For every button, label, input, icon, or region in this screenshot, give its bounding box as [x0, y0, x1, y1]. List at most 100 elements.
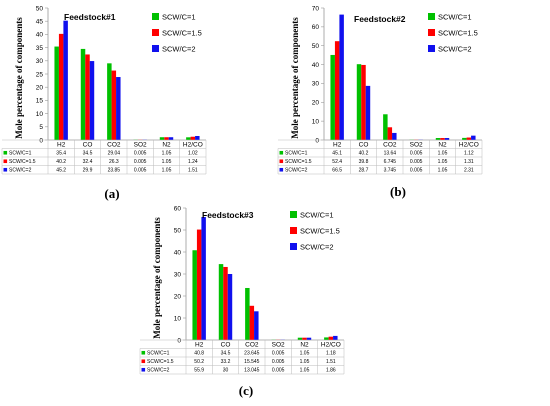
table-value-cell: 0.005 — [272, 359, 285, 365]
legend-label: SCW/C=1 — [300, 211, 334, 220]
y-tick-label: 40 — [312, 62, 320, 69]
y-tick-label: 20 — [312, 100, 320, 107]
chart-title: Feedstock#2 — [354, 14, 406, 24]
bar-scwc1-n2 — [160, 137, 164, 140]
bar-scwc15-co2 — [112, 71, 116, 140]
bar-scwc1-h2co — [186, 137, 190, 140]
x-category-label: CO — [83, 141, 93, 148]
y-axis-label: Mole percentage of components — [14, 17, 24, 139]
bar-scwc2-n2 — [169, 137, 173, 140]
y-tick-label: 45 — [36, 19, 44, 26]
bar-scwc2-h2 — [201, 217, 205, 340]
y-tick-label: 20 — [36, 85, 44, 92]
bar-scwc2-h2 — [63, 21, 67, 140]
table-value-cell: 28.7 — [359, 168, 369, 174]
x-category-label: SO2 — [134, 141, 147, 148]
table-value-cell: 0.005 — [410, 151, 423, 157]
bar-scwc1-co — [357, 64, 361, 140]
table-series-label: SCW/C=2 — [147, 368, 170, 374]
table-value-cell: 52.4 — [332, 159, 342, 165]
bar-scwc2-co — [366, 86, 370, 140]
bar-scwc1-h2 — [54, 47, 58, 140]
x-category-label: N2 — [300, 341, 309, 348]
legend-label: SCW/C=2 — [300, 243, 334, 252]
y-tick-label: 50 — [174, 227, 182, 234]
table-legend-key — [142, 368, 146, 372]
bar-scwc15-h2co — [329, 337, 333, 340]
table-value-cell: 29.9 — [83, 168, 93, 174]
table-series-label: SCW/C=2 — [285, 168, 308, 174]
table-value-cell: 1.24 — [188, 159, 198, 165]
legend-label: SCW/C=1 — [162, 13, 196, 22]
y-tick-label: 70 — [312, 5, 320, 12]
legend-label: SCW/C=1.5 — [300, 227, 340, 236]
table-value-cell: 0.005 — [134, 159, 147, 165]
bar-scwc2-co2 — [392, 133, 396, 140]
table-value-cell: 1.18 — [326, 351, 336, 357]
table-value-cell: 33.2 — [221, 359, 231, 365]
table-legend-key — [142, 359, 146, 363]
x-category-label: SO2 — [410, 141, 423, 148]
table-value-cell: 1.86 — [326, 368, 336, 374]
x-category-label: N2 — [162, 141, 171, 148]
legend-label: SCW/C=1.5 — [162, 29, 202, 38]
bar-scwc15-co — [361, 65, 365, 140]
legend-label: SCW/C=2 — [438, 45, 472, 54]
table-legend-key — [4, 151, 8, 155]
table-legend-key — [280, 168, 284, 172]
bar-scwc15-n2 — [302, 338, 306, 340]
x-category-label: CO — [359, 141, 369, 148]
legend-label: SCW/C=1.5 — [438, 29, 478, 38]
y-tick-label: 30 — [312, 81, 320, 88]
table-value-cell: 34.5 — [221, 351, 231, 357]
table-value-cell: 40.2 — [56, 159, 66, 165]
table-series-label: SCW/C=1 — [9, 151, 32, 157]
table-value-cell: 3.745 — [384, 168, 397, 174]
bar-scwc15-co — [223, 267, 227, 340]
bar-scwc1-co — [219, 264, 223, 340]
table-value-cell: 15.545 — [244, 359, 260, 365]
legend-swatch — [290, 243, 297, 250]
bar-scwc1-h2co — [462, 138, 466, 140]
table-value-cell: 1.12 — [464, 151, 474, 157]
legend-label: SCW/C=2 — [162, 45, 196, 54]
x-category-label: H2 — [333, 141, 342, 148]
table-value-cell: 13.045 — [244, 368, 260, 374]
table-value-cell: 1.02 — [188, 151, 198, 157]
bar-scwc15-h2co — [191, 137, 195, 140]
table-legend-key — [280, 151, 284, 155]
bar-scwc2-h2 — [339, 15, 343, 140]
bar-scwc15-h2 — [197, 230, 201, 340]
y-tick-label: 60 — [174, 205, 182, 212]
table-value-cell: 40.8 — [194, 351, 204, 357]
bar-scwc1-h2 — [330, 55, 334, 140]
table-value-cell: 1.05 — [300, 359, 310, 365]
x-category-label: H2 — [57, 141, 66, 148]
y-tick-label: 40 — [36, 32, 44, 39]
chart-feedstock-2: Mole percentage of components01020304050… — [276, 0, 550, 205]
bar-scwc15-n2 — [164, 137, 168, 140]
table-legend-key — [4, 159, 8, 163]
chart-title: Feedstock#3 — [202, 210, 254, 220]
x-category-label: CO — [221, 341, 231, 348]
table-value-cell: 39.8 — [359, 159, 369, 165]
table-series-label: SCW/C=1.5 — [285, 159, 312, 165]
table-legend-key — [142, 351, 146, 355]
y-tick-label: 50 — [312, 43, 320, 50]
bar-scwc15-h2 — [335, 41, 339, 140]
y-tick-label: 10 — [312, 118, 320, 125]
bar-scwc15-co2 — [388, 127, 392, 140]
table-legend-key — [280, 159, 284, 163]
legend-swatch — [428, 29, 435, 36]
table-value-cell: 23.645 — [244, 351, 260, 357]
y-tick-label: 40 — [174, 249, 182, 256]
table-value-cell: 6.745 — [384, 159, 397, 165]
legend-swatch — [428, 13, 435, 20]
table-value-cell: 66.5 — [332, 168, 342, 174]
chart-title: Feedstock#1 — [64, 12, 116, 22]
table-value-cell: 50.2 — [194, 359, 204, 365]
bar-scwc1-h2co — [324, 337, 328, 340]
legend-swatch — [290, 211, 297, 218]
